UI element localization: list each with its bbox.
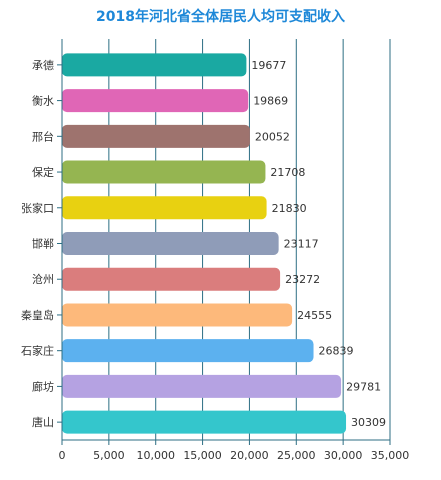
data-label: 23272 (285, 273, 320, 286)
y-tick-label: 沧州 (32, 272, 54, 286)
y-tick-label: 张家口 (21, 201, 54, 215)
x-tick-label: 10,000 (136, 449, 175, 462)
x-tick-label: 15,000 (183, 449, 222, 462)
bar (62, 124, 250, 148)
x-tick-label: 25,000 (277, 449, 316, 462)
data-label: 26839 (319, 345, 354, 358)
bar (62, 89, 249, 113)
data-label: 30309 (351, 416, 386, 429)
x-tick-label: 20,000 (230, 449, 269, 462)
y-tick-label: 保定 (32, 165, 54, 179)
y-tick-label: 石家庄 (21, 344, 54, 358)
y-tick-label: 邯郸 (32, 237, 54, 251)
x-tick-label: 0 (59, 449, 66, 462)
bar (62, 374, 342, 398)
bar (62, 160, 266, 184)
bar (62, 267, 281, 291)
data-label: 19869 (253, 95, 288, 108)
axes (57, 39, 391, 445)
data-label: 23117 (284, 238, 319, 251)
x-tick-label: 5,000 (93, 449, 125, 462)
x-tick-label: 35,000 (371, 449, 410, 462)
y-tick-label: 唐山 (32, 415, 54, 429)
bar (62, 232, 279, 255)
data-label: 19677 (251, 59, 286, 72)
bar (62, 53, 247, 77)
y-tick-label: 衡水 (32, 95, 54, 108)
bar (62, 339, 314, 363)
bar (62, 196, 267, 220)
data-label: 21830 (272, 202, 307, 215)
x-tick-label: 30,000 (324, 449, 363, 462)
bar (62, 410, 347, 434)
data-label: 29781 (346, 380, 381, 393)
chart-title: 2018年河北省全体居民人均可支配收入 (96, 9, 345, 25)
y-tick-label: 承德 (32, 58, 54, 72)
data-label: 24555 (297, 309, 332, 322)
bar (62, 303, 293, 327)
y-tick-label: 邢台 (32, 129, 54, 143)
data-label: 21708 (270, 166, 305, 179)
data-label: 20052 (255, 130, 290, 143)
bars (62, 53, 347, 434)
labels: 0 5,000 10,000 15,000 20,000 25,000 30,000 35,0… (21, 58, 409, 462)
y-tick-label: 秦皇岛 (21, 308, 54, 322)
y-tick-label: 廊坊 (32, 379, 54, 393)
